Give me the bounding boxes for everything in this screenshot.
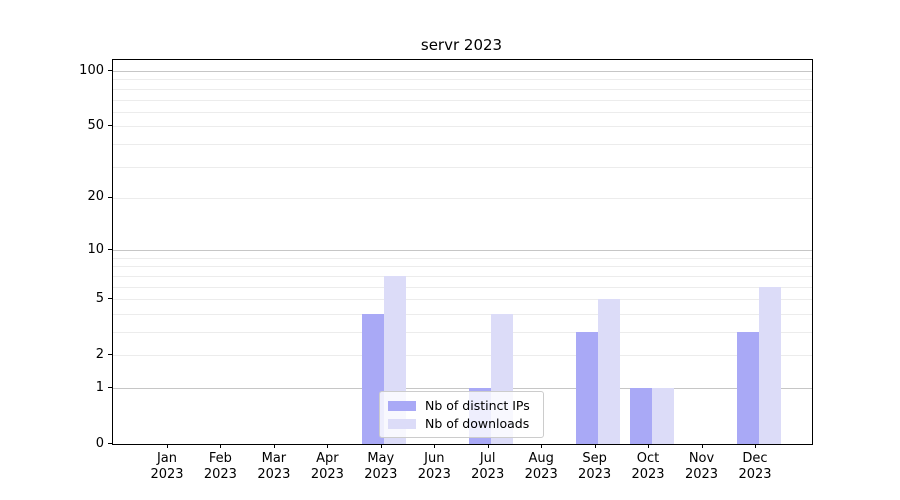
x-axis-tick-label: May 2023: [364, 451, 398, 482]
gridline-minor: [113, 197, 812, 199]
y-axis-tick: [108, 443, 112, 444]
gridline-major: [113, 388, 812, 389]
gridline-minor: [113, 88, 812, 90]
y-axis-tick: [108, 354, 112, 356]
gridline-minor: [113, 111, 812, 113]
gridline-minor: [113, 99, 812, 101]
x-axis-tick: [167, 444, 168, 448]
y-axis-tick: [108, 70, 112, 71]
bar-distinct-ips: [736, 332, 759, 444]
x-axis-tick: [434, 444, 436, 448]
y-axis-tick: [108, 125, 112, 127]
gridline-minor: [113, 266, 812, 268]
y-axis-tick: [108, 298, 112, 300]
bar-downloads: [758, 286, 781, 444]
x-axis-tick: [380, 444, 382, 448]
y-axis-tick-label: 0: [95, 435, 104, 451]
x-axis-tick: [327, 444, 329, 448]
legend-label-downloads: Nb of downloads: [425, 416, 530, 431]
gridline-major: [113, 250, 812, 252]
gridline-major: [113, 71, 812, 72]
x-axis-tick-label: Jan 2023: [150, 451, 184, 482]
gridline-minor: [113, 313, 812, 315]
x-axis-tick-label: Sep 2023: [578, 451, 612, 482]
legend-label-distinct-ips: Nb of distinct IPs: [425, 398, 530, 413]
x-axis-tick: [701, 444, 703, 448]
y-axis-tick-label: 100: [79, 62, 104, 78]
y-axis-tick-label: 20: [87, 189, 104, 205]
x-axis-tick: [273, 444, 275, 448]
gridline-minor: [113, 299, 812, 301]
legend-swatch-downloads: [388, 418, 416, 429]
x-axis-tick: [220, 444, 222, 448]
plot-area: [112, 59, 813, 445]
gridline-minor: [113, 257, 812, 259]
bar-distinct-ips: [576, 332, 599, 444]
x-axis-tick-label: Oct 2023: [631, 451, 665, 482]
legend-item-downloads: Nb of downloads: [388, 416, 535, 431]
x-axis-tick-label: Mar 2023: [257, 451, 291, 482]
x-axis-tick: [594, 444, 596, 448]
gridline-minor: [113, 286, 812, 288]
gridline-minor: [113, 126, 812, 128]
x-axis-tick-label: Aug 2023: [524, 451, 558, 482]
x-axis-tick-label: Apr 2023: [310, 451, 344, 482]
gridline-minor: [113, 355, 812, 357]
x-axis-tick-label: Dec 2023: [738, 451, 772, 482]
bar-distinct-ips: [629, 388, 652, 444]
bar-distinct-ips: [362, 313, 385, 444]
y-axis-tick: [108, 196, 112, 198]
x-axis-tick-label: Jul 2023: [471, 451, 505, 482]
x-axis-tick: [541, 444, 543, 448]
x-axis-tick: [755, 444, 756, 448]
y-axis-tick-label: 50: [87, 117, 104, 133]
gridline-minor: [113, 143, 812, 145]
legend-swatch-distinct-ips: [388, 400, 416, 411]
gridline-minor: [113, 166, 812, 168]
gridline-minor: [113, 79, 812, 81]
y-axis-tick: [108, 387, 112, 388]
y-axis-tick: [108, 249, 112, 251]
x-axis-tick-label: Feb 2023: [203, 451, 237, 482]
x-axis-tick: [487, 444, 489, 448]
chart-title: servr 2023: [420, 36, 503, 54]
x-axis-tick-label: Jun 2023: [417, 451, 451, 482]
y-axis-tick-label: 5: [95, 290, 104, 306]
legend-item-distinct-ips: Nb of distinct IPs: [388, 398, 535, 413]
y-axis-tick-label: 10: [87, 241, 104, 257]
bar-downloads: [598, 299, 621, 444]
legend: Nb of distinct IPs Nb of downloads: [379, 391, 544, 438]
x-axis-tick: [648, 444, 649, 448]
x-axis-tick-label: Nov 2023: [684, 451, 719, 482]
gridline-minor: [113, 275, 812, 277]
gridline-minor: [113, 332, 812, 333]
y-axis-tick-label: 1: [95, 379, 104, 395]
y-axis-tick-label: 2: [95, 346, 104, 362]
bar-downloads: [651, 388, 674, 444]
